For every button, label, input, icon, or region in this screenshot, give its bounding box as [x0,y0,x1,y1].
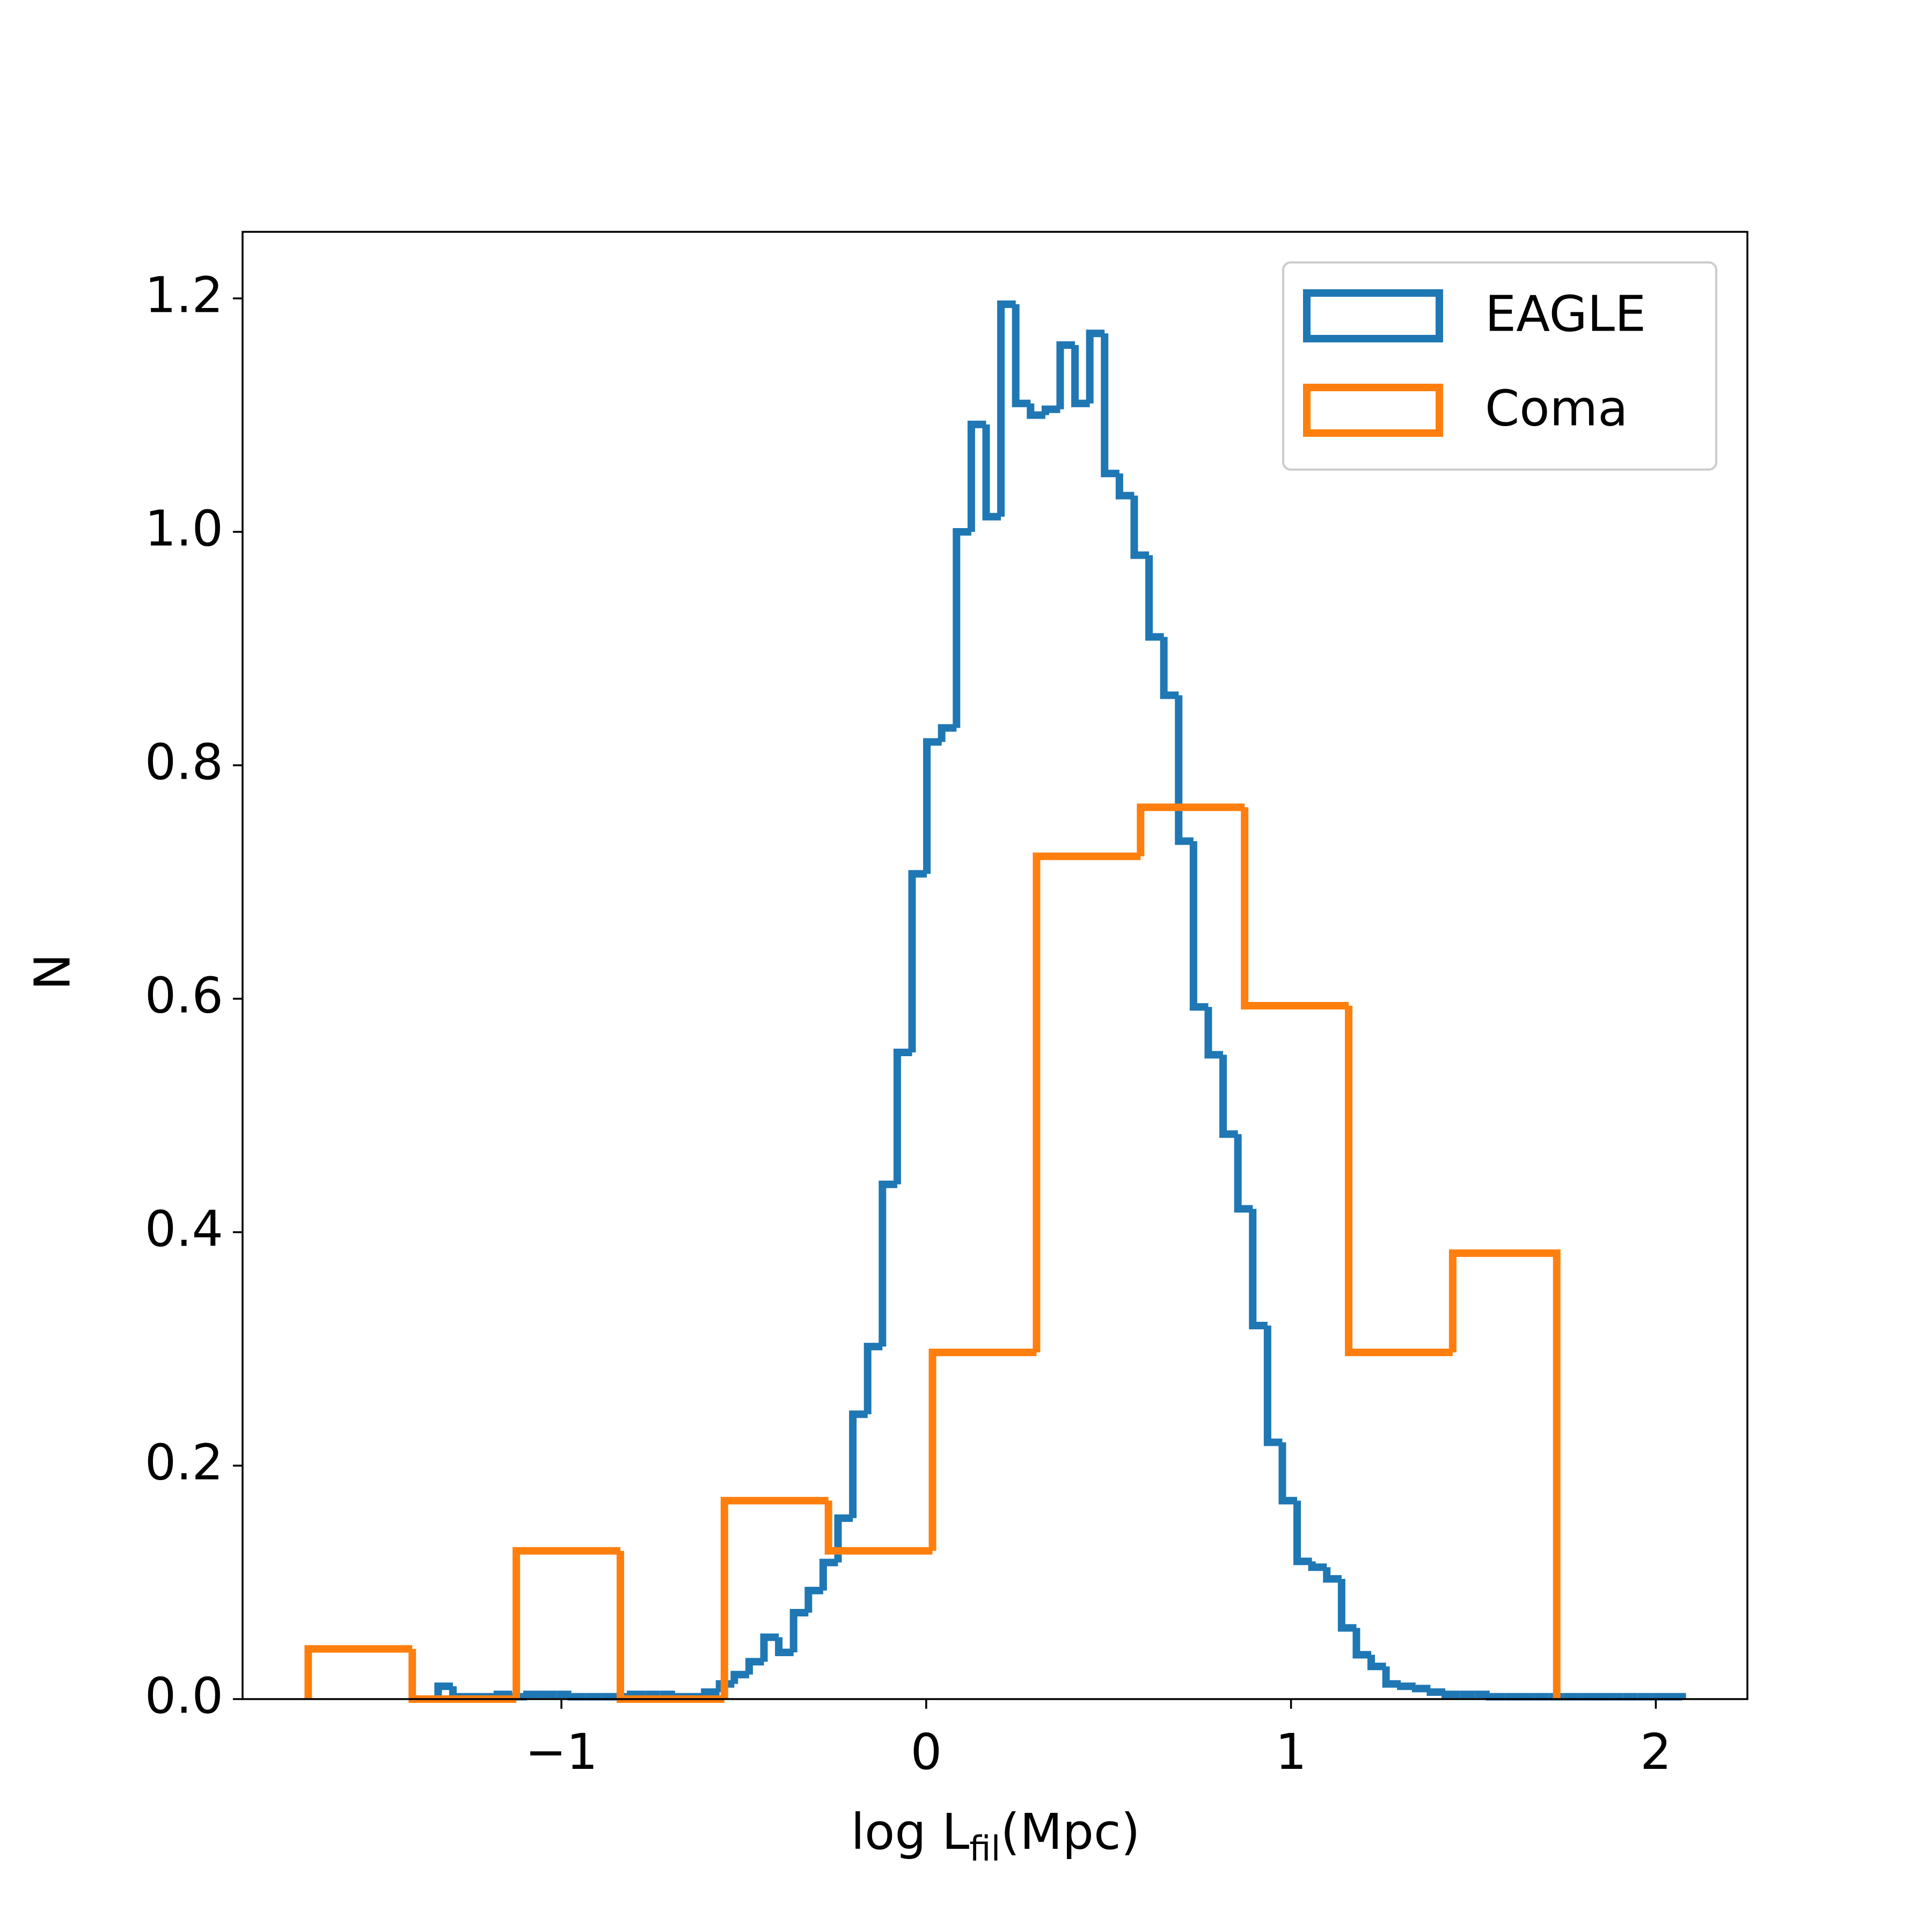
histogram-step [967,420,986,532]
histogram-step [1219,1055,1238,1138]
histogram-step [1101,333,1119,478]
histogram-step [938,724,957,742]
histogram-step [1367,1655,1386,1671]
legend-box [1282,261,1717,471]
histogram-step [804,1586,823,1613]
plot-frame [241,231,1748,1700]
histogram-step [523,1690,542,1699]
histogram-step [1234,1134,1253,1213]
y-tick-label: 1.2 [145,266,223,324]
histogram-step [304,1645,413,1699]
histogram-step [1012,304,1031,407]
histogram-step [908,870,927,1053]
histogram-step [715,1680,735,1692]
legend-patch [1303,289,1443,342]
histogram-step [1426,1688,1446,1696]
y-axis-label: N [24,954,81,991]
histogram-step [1278,1442,1298,1505]
histogram-step [1397,1682,1416,1690]
histogram-step [720,1497,829,1699]
histogram-step [434,1682,453,1699]
histogram-step [1308,1561,1327,1571]
histogram-step [1352,1628,1372,1659]
y-tick-label: 0.8 [145,733,223,791]
histogram-step [760,1633,779,1662]
histogram-step [824,1501,933,1555]
y-tick-label: 0.0 [145,1667,223,1724]
histogram-step [849,1410,868,1518]
x-label-part: log L [851,1803,970,1861]
x-tick-label: 2 [1640,1723,1672,1781]
histogram-step [1027,403,1045,419]
histogram-step [1411,1685,1431,1693]
histogram-step [449,1686,468,1701]
histogram-step [819,1558,838,1591]
histogram-step [1204,1007,1224,1059]
histogram-step [1382,1666,1401,1688]
x-tick-label: −1 [525,1723,598,1781]
histogram-step [923,738,942,874]
histogram-step [730,1671,749,1684]
histogram-step [1448,1249,1561,1699]
histogram-step [997,300,1016,517]
histogram-step [701,1688,720,1697]
histogram-step [1293,1501,1312,1565]
histogram-step [879,1180,897,1347]
histogram-step [1241,807,1349,1010]
histogram-step [1175,695,1194,845]
histogram-step [1323,1567,1342,1583]
histogram-step [1056,341,1075,409]
histogram-step [513,1547,620,1699]
histogram-step [1130,495,1150,559]
histogram-step [834,1514,853,1563]
histogram-step [1041,405,1060,415]
histogram-step [789,1609,809,1652]
y-tick-label: 0.6 [145,967,223,1024]
histogram-step [1137,803,1245,857]
y-tick-label: 1.0 [145,500,223,557]
x-tick-label: 0 [911,1723,942,1781]
histogram-step [928,1349,1037,1551]
y-tick-label: 0.4 [145,1200,223,1257]
histogram-step [567,1693,587,1701]
histogram-step [1485,1693,1505,1701]
legend-patch [1303,384,1443,437]
histogram-step [1160,636,1179,699]
histogram-step [1115,473,1135,500]
histogram-step [863,1343,883,1415]
x-axis-label: log Lfil(Mpc) [851,1803,1140,1869]
histogram-step [982,424,1001,521]
histogram-step [1441,1690,1460,1699]
histogram-step [616,1550,724,1703]
histogram-step [1033,852,1141,1353]
histogram-step [775,1637,794,1656]
histogram-step [1071,345,1090,407]
x-label-subscript: fil [969,1829,1000,1869]
histogram-step [1263,1325,1283,1446]
x-tick-label: 1 [1275,1723,1307,1781]
y-tick-label: 0.2 [145,1433,223,1491]
histogram-step [953,528,971,728]
histogram-step [1145,555,1164,641]
histogram-step [1345,1006,1453,1357]
legend-label: Coma [1485,379,1628,437]
legend-label: EAGLE [1485,285,1646,342]
histogram-step [1249,1209,1268,1329]
x-label-part: (Mpc) [1000,1803,1140,1861]
histogram-step [893,1049,912,1184]
histogram-step [1086,330,1105,404]
histogram-step [1337,1578,1357,1632]
histogram-step [1189,841,1209,1011]
histogram-step [745,1658,764,1675]
